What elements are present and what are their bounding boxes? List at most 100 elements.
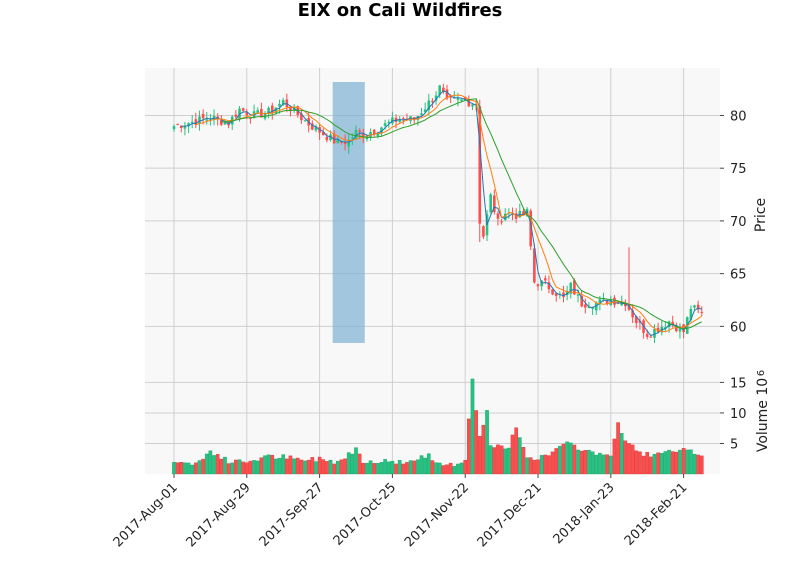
candle-body xyxy=(394,117,398,122)
x-tick-label: 2018-Feb-21 xyxy=(622,480,691,549)
candle-body xyxy=(584,304,587,308)
volume-bar xyxy=(579,450,584,475)
volume-bar xyxy=(583,450,588,475)
candle-body xyxy=(420,113,423,115)
volume-bar xyxy=(441,465,446,475)
candle-body xyxy=(591,307,594,309)
volume-bar xyxy=(550,451,555,475)
volume-tick-label: 10 xyxy=(730,407,747,422)
candle-body xyxy=(321,132,325,136)
volume-bar xyxy=(346,452,351,475)
volume-bar xyxy=(219,458,224,475)
candle-body xyxy=(645,333,649,337)
price-panel xyxy=(145,68,720,358)
volume-bar xyxy=(485,410,489,475)
candle-body xyxy=(234,114,238,117)
candle-body xyxy=(398,119,401,122)
volume-bar xyxy=(681,447,686,475)
volume-bar xyxy=(197,460,202,475)
volume-bar xyxy=(481,424,486,475)
volume-bar xyxy=(554,448,558,475)
candle-body xyxy=(518,210,522,218)
x-tick-label: 2017-Dec-21 xyxy=(475,480,545,550)
candle-body xyxy=(241,108,245,111)
volume-bar xyxy=(696,454,700,475)
price-axis-label: Price xyxy=(753,198,769,232)
candle-body xyxy=(576,294,580,296)
volume-bar xyxy=(543,454,548,475)
volume-bar xyxy=(630,444,635,475)
volume-bar xyxy=(601,454,606,475)
candle-body xyxy=(391,117,394,124)
volume-bar xyxy=(252,460,256,475)
volume-bar xyxy=(467,418,471,475)
volume-bar xyxy=(230,462,235,475)
candle-body xyxy=(482,226,485,237)
x-tick-label: 2017-Nov-22 xyxy=(402,480,472,550)
volume-bar xyxy=(175,462,180,475)
volume-bar xyxy=(649,456,653,475)
candle-body xyxy=(536,284,540,287)
price-tick-label: 75 xyxy=(730,162,747,177)
volume-bar xyxy=(427,453,431,475)
candle-body xyxy=(274,107,278,114)
candle-body xyxy=(332,133,336,144)
candle-body xyxy=(179,125,183,128)
volume-bar xyxy=(317,456,322,475)
volume-bar xyxy=(659,453,664,475)
candle-body xyxy=(336,139,340,144)
volume-bar xyxy=(510,434,515,475)
candle-body xyxy=(380,127,383,134)
candle-body xyxy=(664,327,667,329)
volume-bar xyxy=(445,464,449,475)
candle-body xyxy=(190,121,194,124)
volume-bar xyxy=(463,460,468,475)
volume-bar xyxy=(383,459,387,475)
volume-bar xyxy=(405,462,409,475)
volume-bar xyxy=(277,457,282,475)
candle-body xyxy=(387,121,391,123)
volume-bar xyxy=(372,463,377,475)
volume-bar xyxy=(456,463,460,475)
volume-bar xyxy=(332,463,336,475)
volume-bar xyxy=(339,459,344,475)
candle-body xyxy=(682,324,685,333)
volume-bar xyxy=(274,458,278,475)
volume-bar xyxy=(700,455,704,475)
volume-bar xyxy=(295,457,300,475)
candle-body xyxy=(605,300,609,305)
volume-bar xyxy=(241,461,245,475)
price-tick-label: 70 xyxy=(730,215,747,230)
volume-axis-exponent: 6 xyxy=(756,370,767,376)
candle-body xyxy=(423,109,427,112)
candle-body xyxy=(696,304,700,310)
volume-bar xyxy=(306,459,311,475)
candle-body xyxy=(678,326,682,332)
volume-bar xyxy=(609,455,613,475)
volume-bar xyxy=(619,433,624,475)
volume-bar xyxy=(237,459,242,475)
candle-body xyxy=(220,120,223,125)
candle-body xyxy=(194,119,198,125)
volume-bar xyxy=(397,460,402,475)
candle-body xyxy=(667,321,671,328)
volume-bar xyxy=(488,445,493,475)
volume-axis-label: Volume 10 xyxy=(755,378,771,452)
volume-bar xyxy=(572,444,577,475)
volume-bar xyxy=(645,451,649,475)
volume-bar xyxy=(532,459,537,475)
candle-body xyxy=(675,325,678,332)
candle-body xyxy=(671,321,674,325)
candle-body xyxy=(503,213,507,220)
volume-bar xyxy=(386,461,391,475)
volume-bar xyxy=(503,448,508,475)
volume-bar xyxy=(215,454,220,475)
volume-bar xyxy=(634,450,639,475)
candle-body xyxy=(201,113,205,119)
volume-bar xyxy=(499,445,504,475)
volume-bar xyxy=(616,422,620,475)
candle-body xyxy=(270,105,274,113)
volume-bar xyxy=(477,436,482,475)
volume-bar xyxy=(376,463,380,475)
